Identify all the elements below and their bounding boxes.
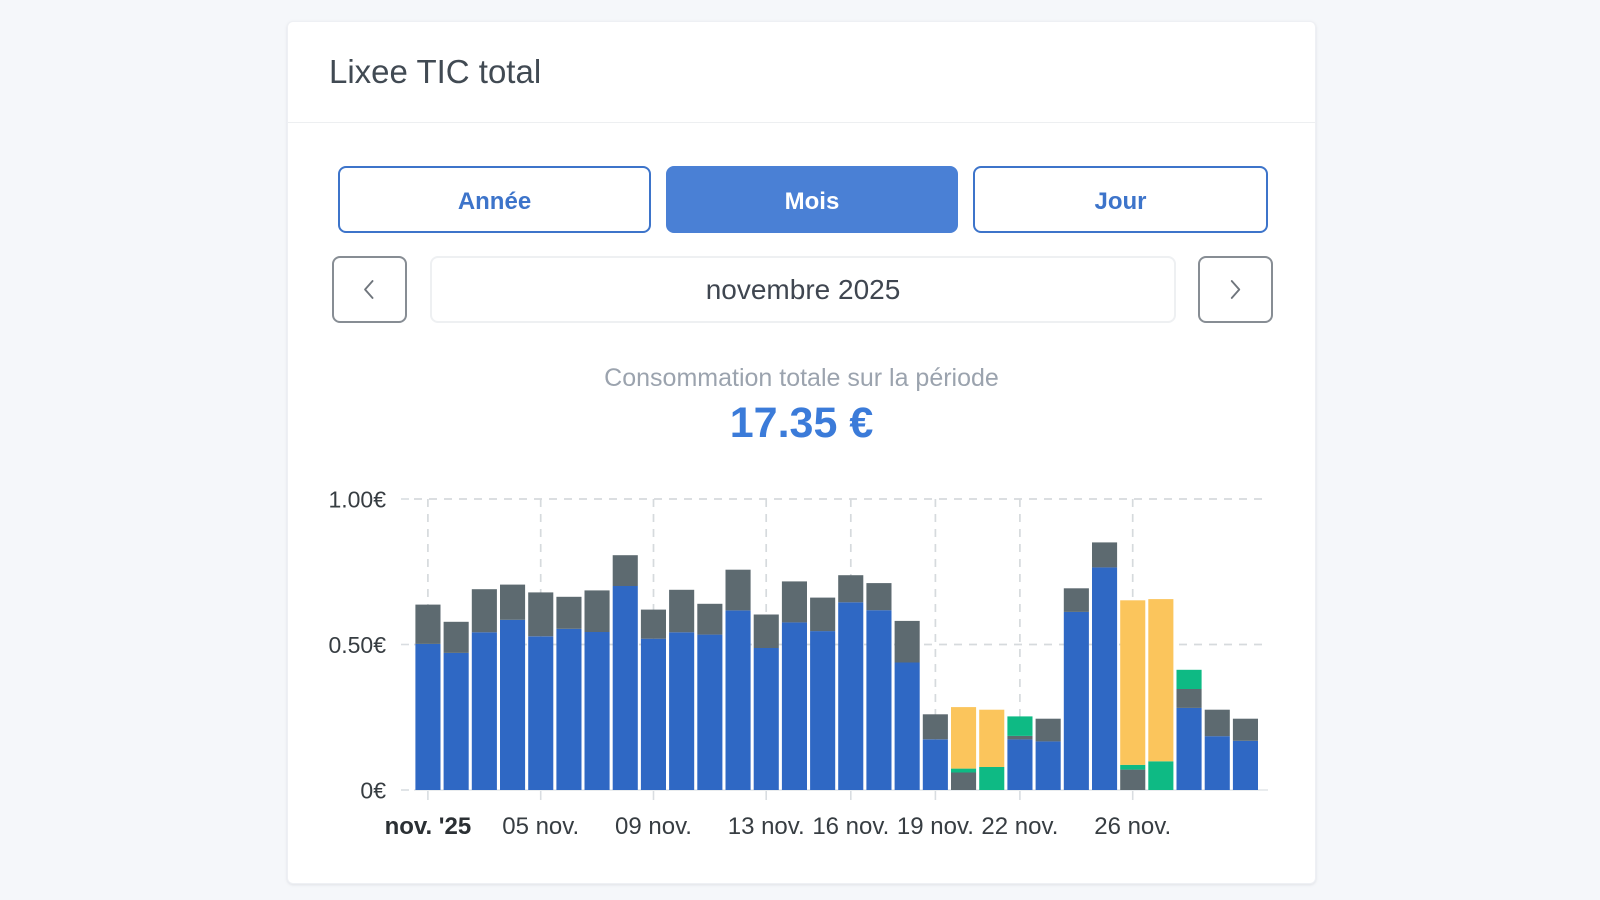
svg-text:05 nov.: 05 nov. — [502, 813, 579, 840]
svg-text:16 nov.: 16 nov. — [812, 813, 889, 840]
svg-text:nov. '25: nov. '25 — [385, 813, 472, 840]
svg-text:1.00€: 1.00€ — [328, 487, 386, 513]
svg-text:13 nov.: 13 nov. — [728, 813, 805, 840]
svg-text:26 nov.: 26 nov. — [1094, 813, 1171, 840]
svg-text:09 nov.: 09 nov. — [615, 813, 692, 840]
svg-text:19 nov.: 19 nov. — [897, 813, 974, 840]
svg-text:0€: 0€ — [360, 778, 386, 804]
svg-text:22 nov.: 22 nov. — [981, 813, 1058, 840]
svg-text:0.50€: 0.50€ — [328, 632, 386, 658]
